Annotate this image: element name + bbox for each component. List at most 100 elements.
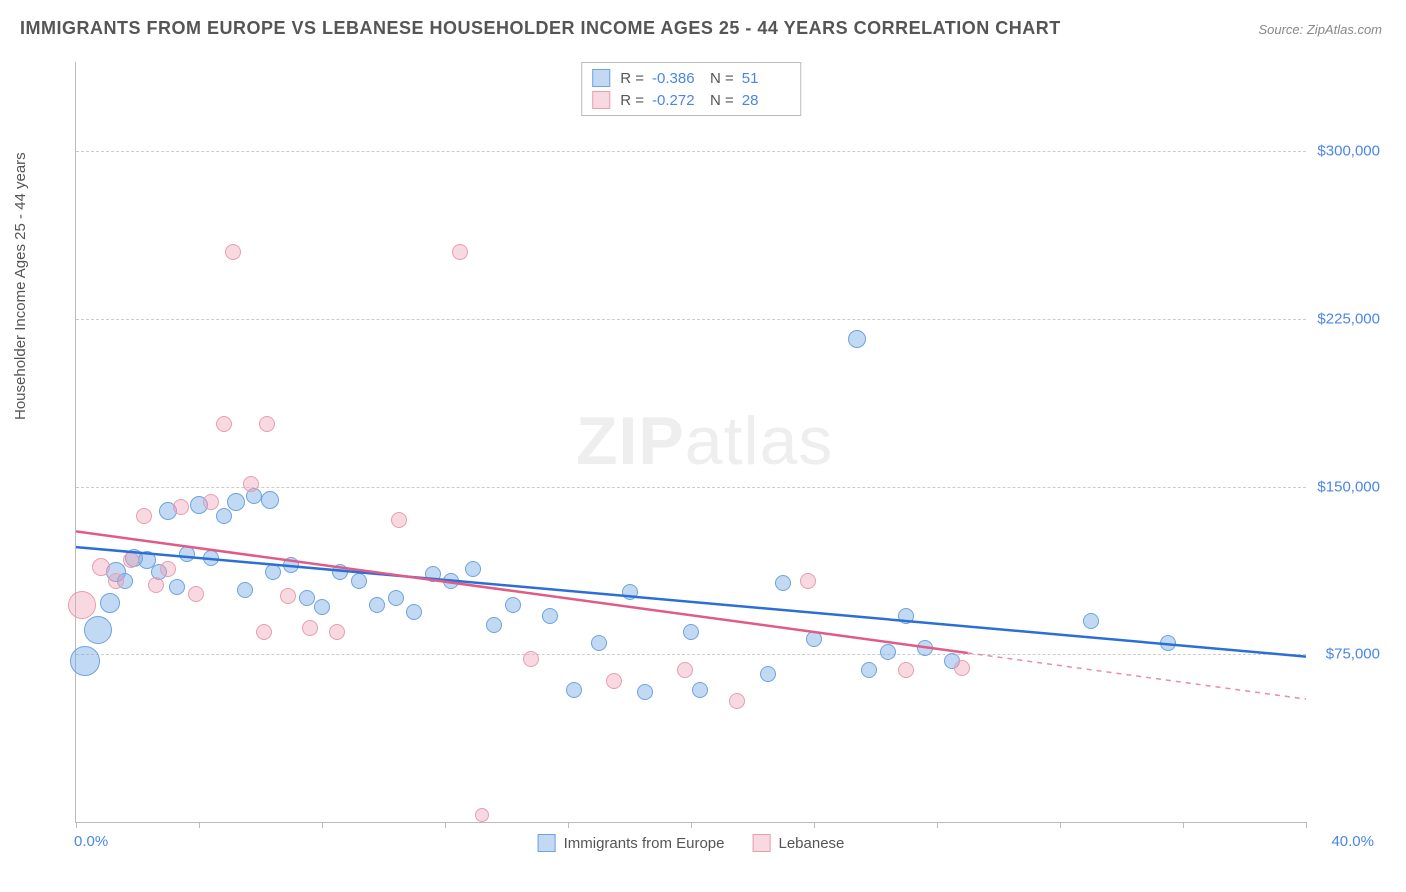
data-point-lebanese (92, 558, 110, 576)
data-point-lebanese (800, 573, 816, 589)
x-tick (1306, 822, 1307, 828)
data-point-lebanese (280, 588, 296, 604)
swatch-lebanese (592, 91, 610, 109)
data-point-lebanese (148, 577, 164, 593)
data-point-europe (880, 644, 896, 660)
legend-row-europe: R = -0.386 N = 51 (592, 67, 790, 89)
data-point-lebanese (954, 660, 970, 676)
x-tick (199, 822, 200, 828)
gridline (76, 654, 1306, 655)
data-point-lebanese (188, 586, 204, 602)
data-point-lebanese (391, 512, 407, 528)
data-point-europe (760, 666, 776, 682)
data-point-lebanese (302, 620, 318, 636)
x-tick (445, 822, 446, 828)
data-point-lebanese (68, 591, 96, 619)
data-point-europe (299, 590, 315, 606)
y-axis-label: Householder Income Ages 25 - 44 years (12, 152, 29, 420)
data-point-europe (1083, 613, 1099, 629)
value-n-lebanese: 28 (742, 92, 790, 109)
watermark: ZIPatlas (576, 402, 833, 480)
swatch-lebanese (752, 834, 770, 852)
y-tick-label: $150,000 (1317, 478, 1380, 495)
data-point-europe (622, 584, 638, 600)
trend-line-dash-lebanese (968, 653, 1306, 699)
data-point-lebanese (729, 693, 745, 709)
data-point-europe (388, 590, 404, 606)
data-point-europe (237, 582, 253, 598)
data-point-europe (283, 557, 299, 573)
plot-area: ZIPatlas $75,000$150,000$225,000$300,000… (75, 62, 1306, 823)
data-point-lebanese (123, 552, 139, 568)
gridline (76, 151, 1306, 152)
data-point-europe (692, 682, 708, 698)
label-n: N = (710, 70, 734, 87)
x-tick (568, 822, 569, 828)
data-point-lebanese (160, 561, 176, 577)
data-point-lebanese (898, 662, 914, 678)
x-axis-max-label: 40.0% (1331, 833, 1374, 850)
legend-row-lebanese: R = -0.272 N = 28 (592, 89, 790, 111)
chart-container: Householder Income Ages 25 - 44 years ZI… (20, 50, 1386, 872)
x-tick (1060, 822, 1061, 828)
y-tick-label: $75,000 (1326, 646, 1380, 663)
data-point-lebanese (452, 244, 468, 260)
x-tick (76, 822, 77, 828)
label-r: R = (620, 70, 644, 87)
data-point-europe (84, 616, 112, 644)
data-point-europe (683, 624, 699, 640)
data-point-europe (425, 566, 441, 582)
series-legend: Immigrants from Europe Lebanese (538, 834, 845, 852)
data-point-europe (265, 564, 281, 580)
watermark-bold: ZIP (576, 403, 685, 479)
data-point-europe (806, 631, 822, 647)
gridline (76, 487, 1306, 488)
value-n-europe: 51 (742, 70, 790, 87)
data-point-europe (775, 575, 791, 591)
data-point-lebanese (203, 494, 219, 510)
data-point-lebanese (256, 624, 272, 640)
data-point-europe (505, 597, 521, 613)
swatch-europe (592, 69, 610, 87)
data-point-europe (1160, 635, 1176, 651)
trend-line-europe (76, 547, 1306, 657)
data-point-europe (314, 599, 330, 615)
x-tick (322, 822, 323, 828)
data-point-lebanese (677, 662, 693, 678)
legend-item-europe: Immigrants from Europe (538, 834, 725, 852)
data-point-lebanese (259, 416, 275, 432)
data-point-europe (406, 604, 422, 620)
data-point-lebanese (329, 624, 345, 640)
data-point-europe (898, 608, 914, 624)
value-r-lebanese: -0.272 (652, 92, 700, 109)
series-label-europe: Immigrants from Europe (564, 835, 725, 852)
y-tick-label: $225,000 (1317, 311, 1380, 328)
data-point-lebanese (243, 476, 259, 492)
label-n: N = (710, 92, 734, 109)
x-tick (691, 822, 692, 828)
data-point-lebanese (606, 673, 622, 689)
data-point-europe (861, 662, 877, 678)
data-point-europe (227, 493, 245, 511)
data-point-europe (542, 608, 558, 624)
data-point-europe (369, 597, 385, 613)
x-tick (1183, 822, 1184, 828)
data-point-europe (917, 640, 933, 656)
data-point-europe (179, 546, 195, 562)
data-point-europe (465, 561, 481, 577)
data-point-europe (566, 682, 582, 698)
watermark-rest: atlas (685, 403, 834, 479)
correlation-legend: R = -0.386 N = 51 R = -0.272 N = 28 (581, 62, 801, 116)
data-point-lebanese (108, 573, 124, 589)
source-attribution: Source: ZipAtlas.com (1258, 22, 1382, 37)
data-point-europe (443, 573, 459, 589)
data-point-lebanese (475, 808, 489, 822)
data-point-lebanese (173, 499, 189, 515)
label-r: R = (620, 92, 644, 109)
chart-title: IMMIGRANTS FROM EUROPE VS LEBANESE HOUSE… (20, 18, 1061, 39)
swatch-europe (538, 834, 556, 852)
data-point-europe (169, 579, 185, 595)
value-r-europe: -0.386 (652, 70, 700, 87)
data-point-lebanese (136, 508, 152, 524)
data-point-europe (591, 635, 607, 651)
